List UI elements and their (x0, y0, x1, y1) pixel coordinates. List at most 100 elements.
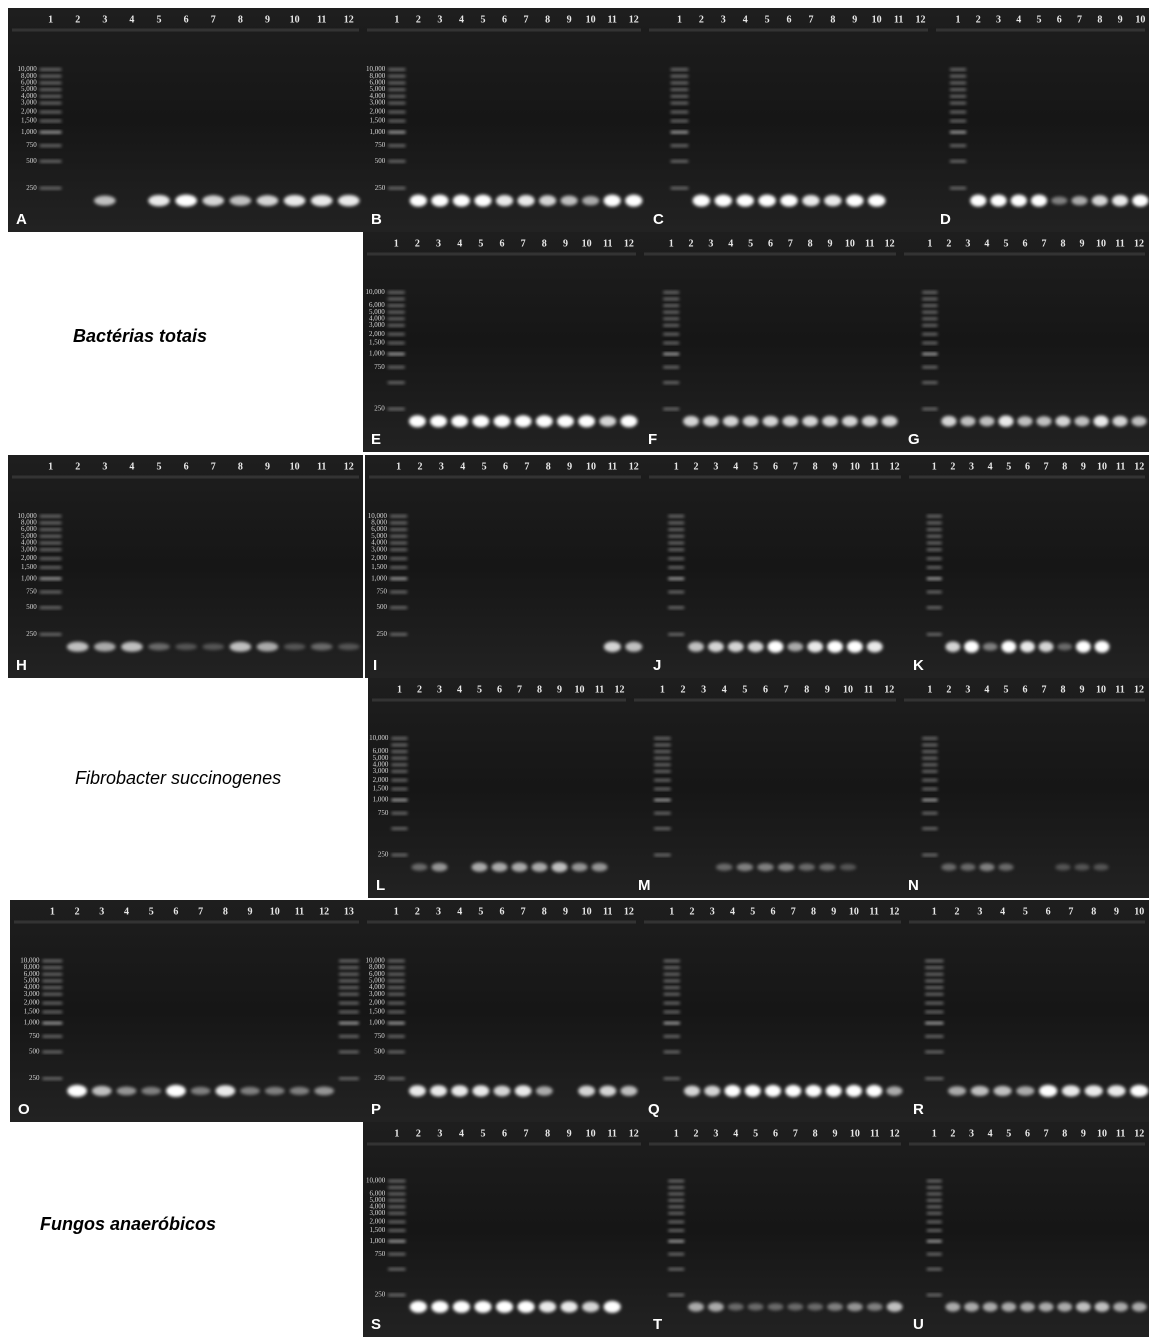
dna-band (536, 1086, 553, 1095)
ladder-band (671, 120, 689, 122)
lane-number: 4 (722, 684, 727, 695)
ladder-label: 250 (26, 184, 37, 192)
dna-band (1011, 195, 1027, 207)
ladder-label: 1,500 (21, 117, 37, 125)
dna-band (1031, 195, 1047, 207)
dna-band (998, 416, 1013, 427)
ladder-band (388, 1002, 405, 1004)
lane-number: 7 (517, 684, 522, 695)
ladder-band (664, 993, 680, 995)
dna-band (807, 641, 823, 652)
lane-number: 4 (129, 461, 134, 472)
lane-number: 5 (480, 14, 485, 25)
lane-number: 13 (344, 906, 354, 917)
ladder-band (388, 318, 405, 320)
lane-number: 5 (157, 14, 162, 25)
lane-number: 11 (1116, 1128, 1125, 1139)
ladder-band (927, 535, 942, 537)
dna-band (453, 1301, 470, 1313)
dna-band (1036, 416, 1051, 426)
lane-number: 4 (1000, 906, 1005, 917)
ladder-label: 250 (375, 184, 386, 192)
lane-number: 7 (1041, 238, 1046, 249)
lane-number: 7 (791, 906, 796, 917)
ladder-band (668, 607, 684, 609)
panel-letter: T (653, 1316, 662, 1333)
ladder-label: 250 (377, 630, 388, 638)
ladder-band (925, 973, 943, 975)
dna-band (1093, 416, 1108, 427)
page: {"panels": [ {"letter": "A", "lanes": ["… (0, 0, 1149, 1337)
dna-band (471, 863, 487, 872)
ladder-label: 250 (378, 851, 389, 859)
lane-number: 2 (416, 14, 421, 25)
lane-number: 10 (1134, 906, 1144, 917)
ladder-band (927, 522, 942, 524)
lane-number: 12 (629, 14, 639, 25)
lane-number: 7 (211, 461, 216, 472)
lane-number: 10 (582, 906, 592, 917)
lane-number: 3 (721, 14, 726, 25)
lane-number: 1 (669, 906, 674, 917)
lane-number: 2 (416, 1128, 421, 1139)
ladder-band (668, 1206, 684, 1208)
ladder-label: 2,000 (369, 1218, 385, 1226)
lane-number: 4 (124, 906, 129, 917)
ladder-band (925, 1002, 943, 1004)
ladder-band (950, 145, 966, 147)
section-label: Fibrobacter succinogenes (75, 768, 281, 788)
ladder-band (925, 993, 943, 995)
ladder-band (927, 567, 942, 569)
dna-band (453, 195, 470, 207)
ladder-band (654, 770, 670, 772)
ladder-band (339, 987, 359, 989)
ladder-label: 750 (26, 588, 37, 596)
lane-number: 5 (480, 1128, 485, 1139)
dna-band (314, 1087, 334, 1096)
ladder-label: 250 (29, 1074, 40, 1082)
ladder-band (388, 987, 405, 989)
ladder-label: 1,500 (369, 339, 385, 347)
lane-number: 8 (545, 1128, 550, 1139)
ladder-band (922, 757, 937, 759)
lane-number: 5 (149, 906, 154, 917)
ladder-band (664, 1011, 680, 1013)
ladder-band (927, 515, 942, 517)
lane-number: 4 (988, 461, 993, 472)
ladder-label: 250 (374, 1074, 385, 1082)
dna-band (1057, 643, 1072, 650)
ladder-label: 1,000 (369, 350, 385, 358)
lane-number: 1 (394, 14, 399, 25)
ladder-band (339, 1002, 359, 1004)
ladder-band (668, 1221, 684, 1223)
dna-band (1095, 641, 1110, 653)
dna-band (780, 195, 798, 207)
lane-number: 2 (694, 1128, 699, 1139)
lane-number: 2 (681, 684, 686, 695)
ladder-band (925, 967, 943, 969)
ladder-label: 2,000 (24, 999, 40, 1007)
ladder-band (339, 1051, 359, 1053)
lane-number: 7 (521, 906, 526, 917)
ladder-label: 500 (26, 603, 37, 611)
panel-letter: U (913, 1316, 924, 1333)
dna-band (511, 863, 527, 872)
lane-number: 4 (733, 461, 738, 472)
lane-number: 2 (415, 238, 420, 249)
ladder-band (663, 311, 679, 313)
dna-band (787, 642, 803, 651)
dna-band (1095, 1302, 1110, 1312)
dna-band (847, 641, 863, 653)
panel-letter: E (371, 431, 381, 448)
ladder-label: 750 (375, 1250, 386, 1258)
lane-number: 2 (950, 461, 955, 472)
ladder-band (390, 535, 407, 537)
ladder-band (390, 607, 407, 609)
lane-number: 8 (537, 684, 542, 695)
lane-number: 2 (417, 684, 422, 695)
ladder-band (40, 515, 62, 517)
dna-band (683, 416, 699, 427)
ladder-band (950, 111, 966, 113)
ladder-label: 1,000 (371, 574, 387, 582)
dna-band (338, 195, 360, 206)
